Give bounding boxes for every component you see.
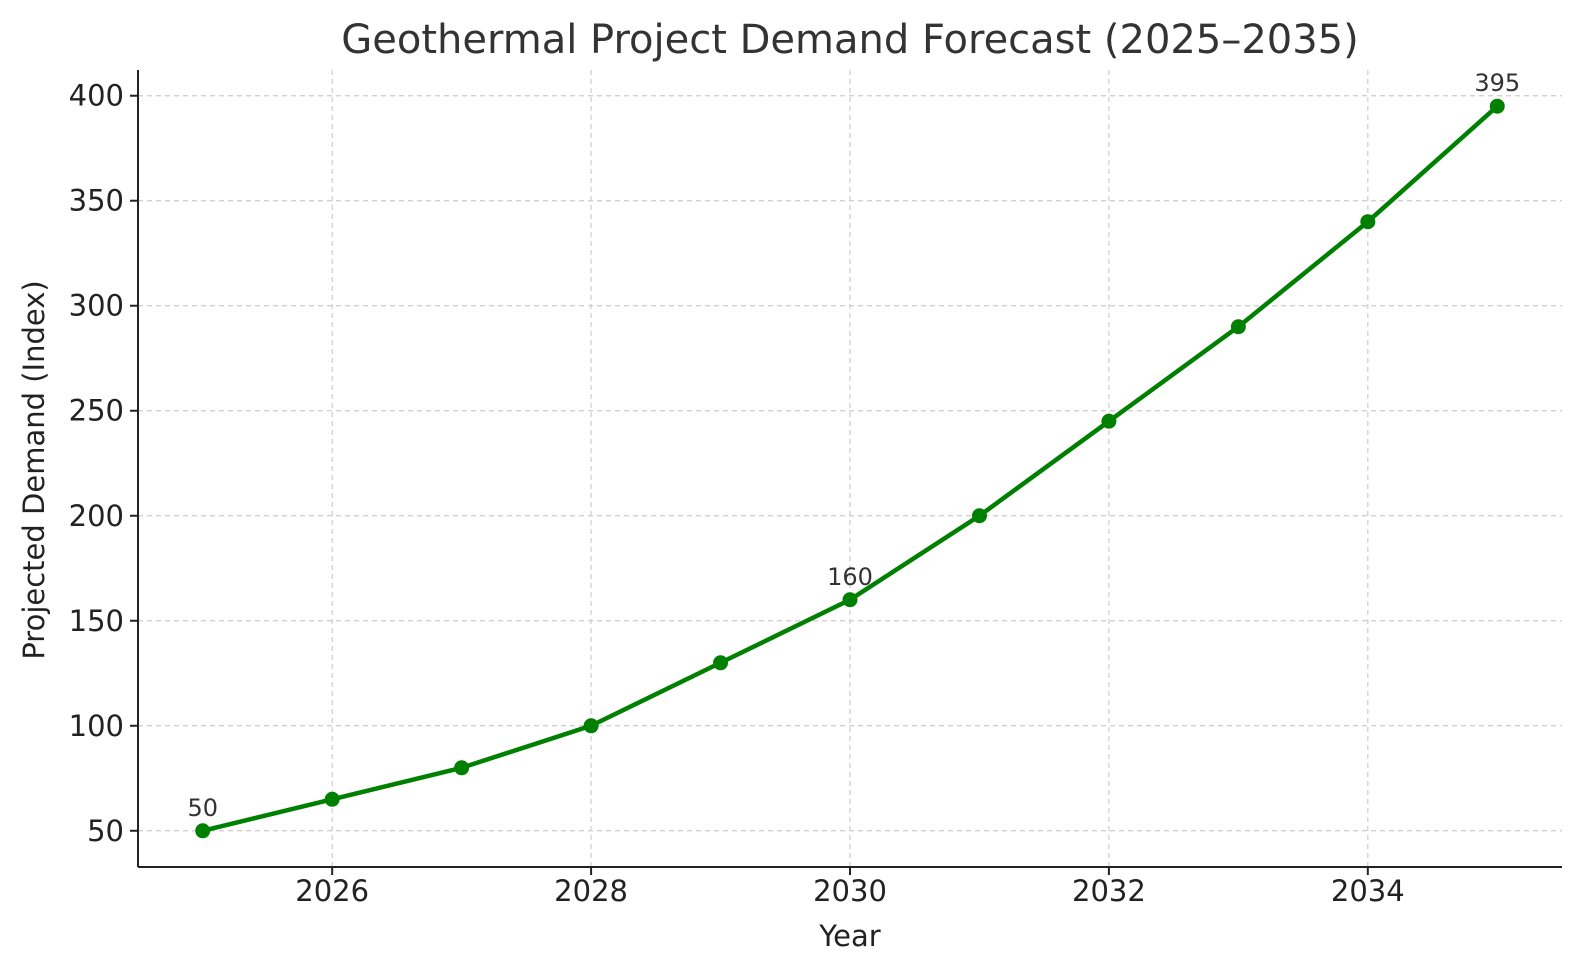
data-label: 50 [187, 794, 218, 822]
y-tick-label: 100 [69, 709, 124, 743]
data-point [324, 791, 340, 807]
data-point [1230, 319, 1246, 335]
y-axis-label: Projected Demand (Index) [17, 280, 51, 659]
x-tick-label: 2030 [813, 874, 887, 908]
data-label: 395 [1474, 69, 1520, 97]
data-point [971, 508, 987, 524]
y-tick-label: 150 [69, 604, 124, 638]
data-labels: 50 160 395 [187, 69, 1520, 822]
data-point [1360, 214, 1376, 230]
y-tick-label: 300 [69, 289, 124, 323]
series-layer [195, 98, 1505, 839]
y-tick-label: 250 [69, 394, 124, 428]
x-axis-label: Year [818, 919, 880, 953]
data-point [195, 823, 211, 839]
y-tick-label: 400 [69, 79, 124, 113]
data-point [454, 760, 470, 776]
x-tick-label: 2032 [1072, 874, 1146, 908]
y-tick-label: 200 [69, 499, 124, 533]
data-point [842, 592, 858, 608]
data-point [583, 718, 599, 734]
x-tick-label: 2034 [1331, 874, 1405, 908]
data-point [1101, 413, 1117, 429]
data-point [713, 655, 729, 671]
y-tick-label: 50 [87, 814, 124, 848]
grid [138, 70, 1562, 867]
axes: 2026 2028 2030 2032 2034 50 100 150 200 250 300 350… [69, 70, 1562, 908]
data-point [1489, 98, 1505, 114]
chart-title: Geothermal Project Demand Forecast (2025… [341, 17, 1358, 63]
x-tick-label: 2026 [295, 874, 369, 908]
x-tick-label: 2028 [554, 874, 628, 908]
data-label: 160 [827, 563, 873, 591]
y-tick-label: 350 [69, 184, 124, 218]
